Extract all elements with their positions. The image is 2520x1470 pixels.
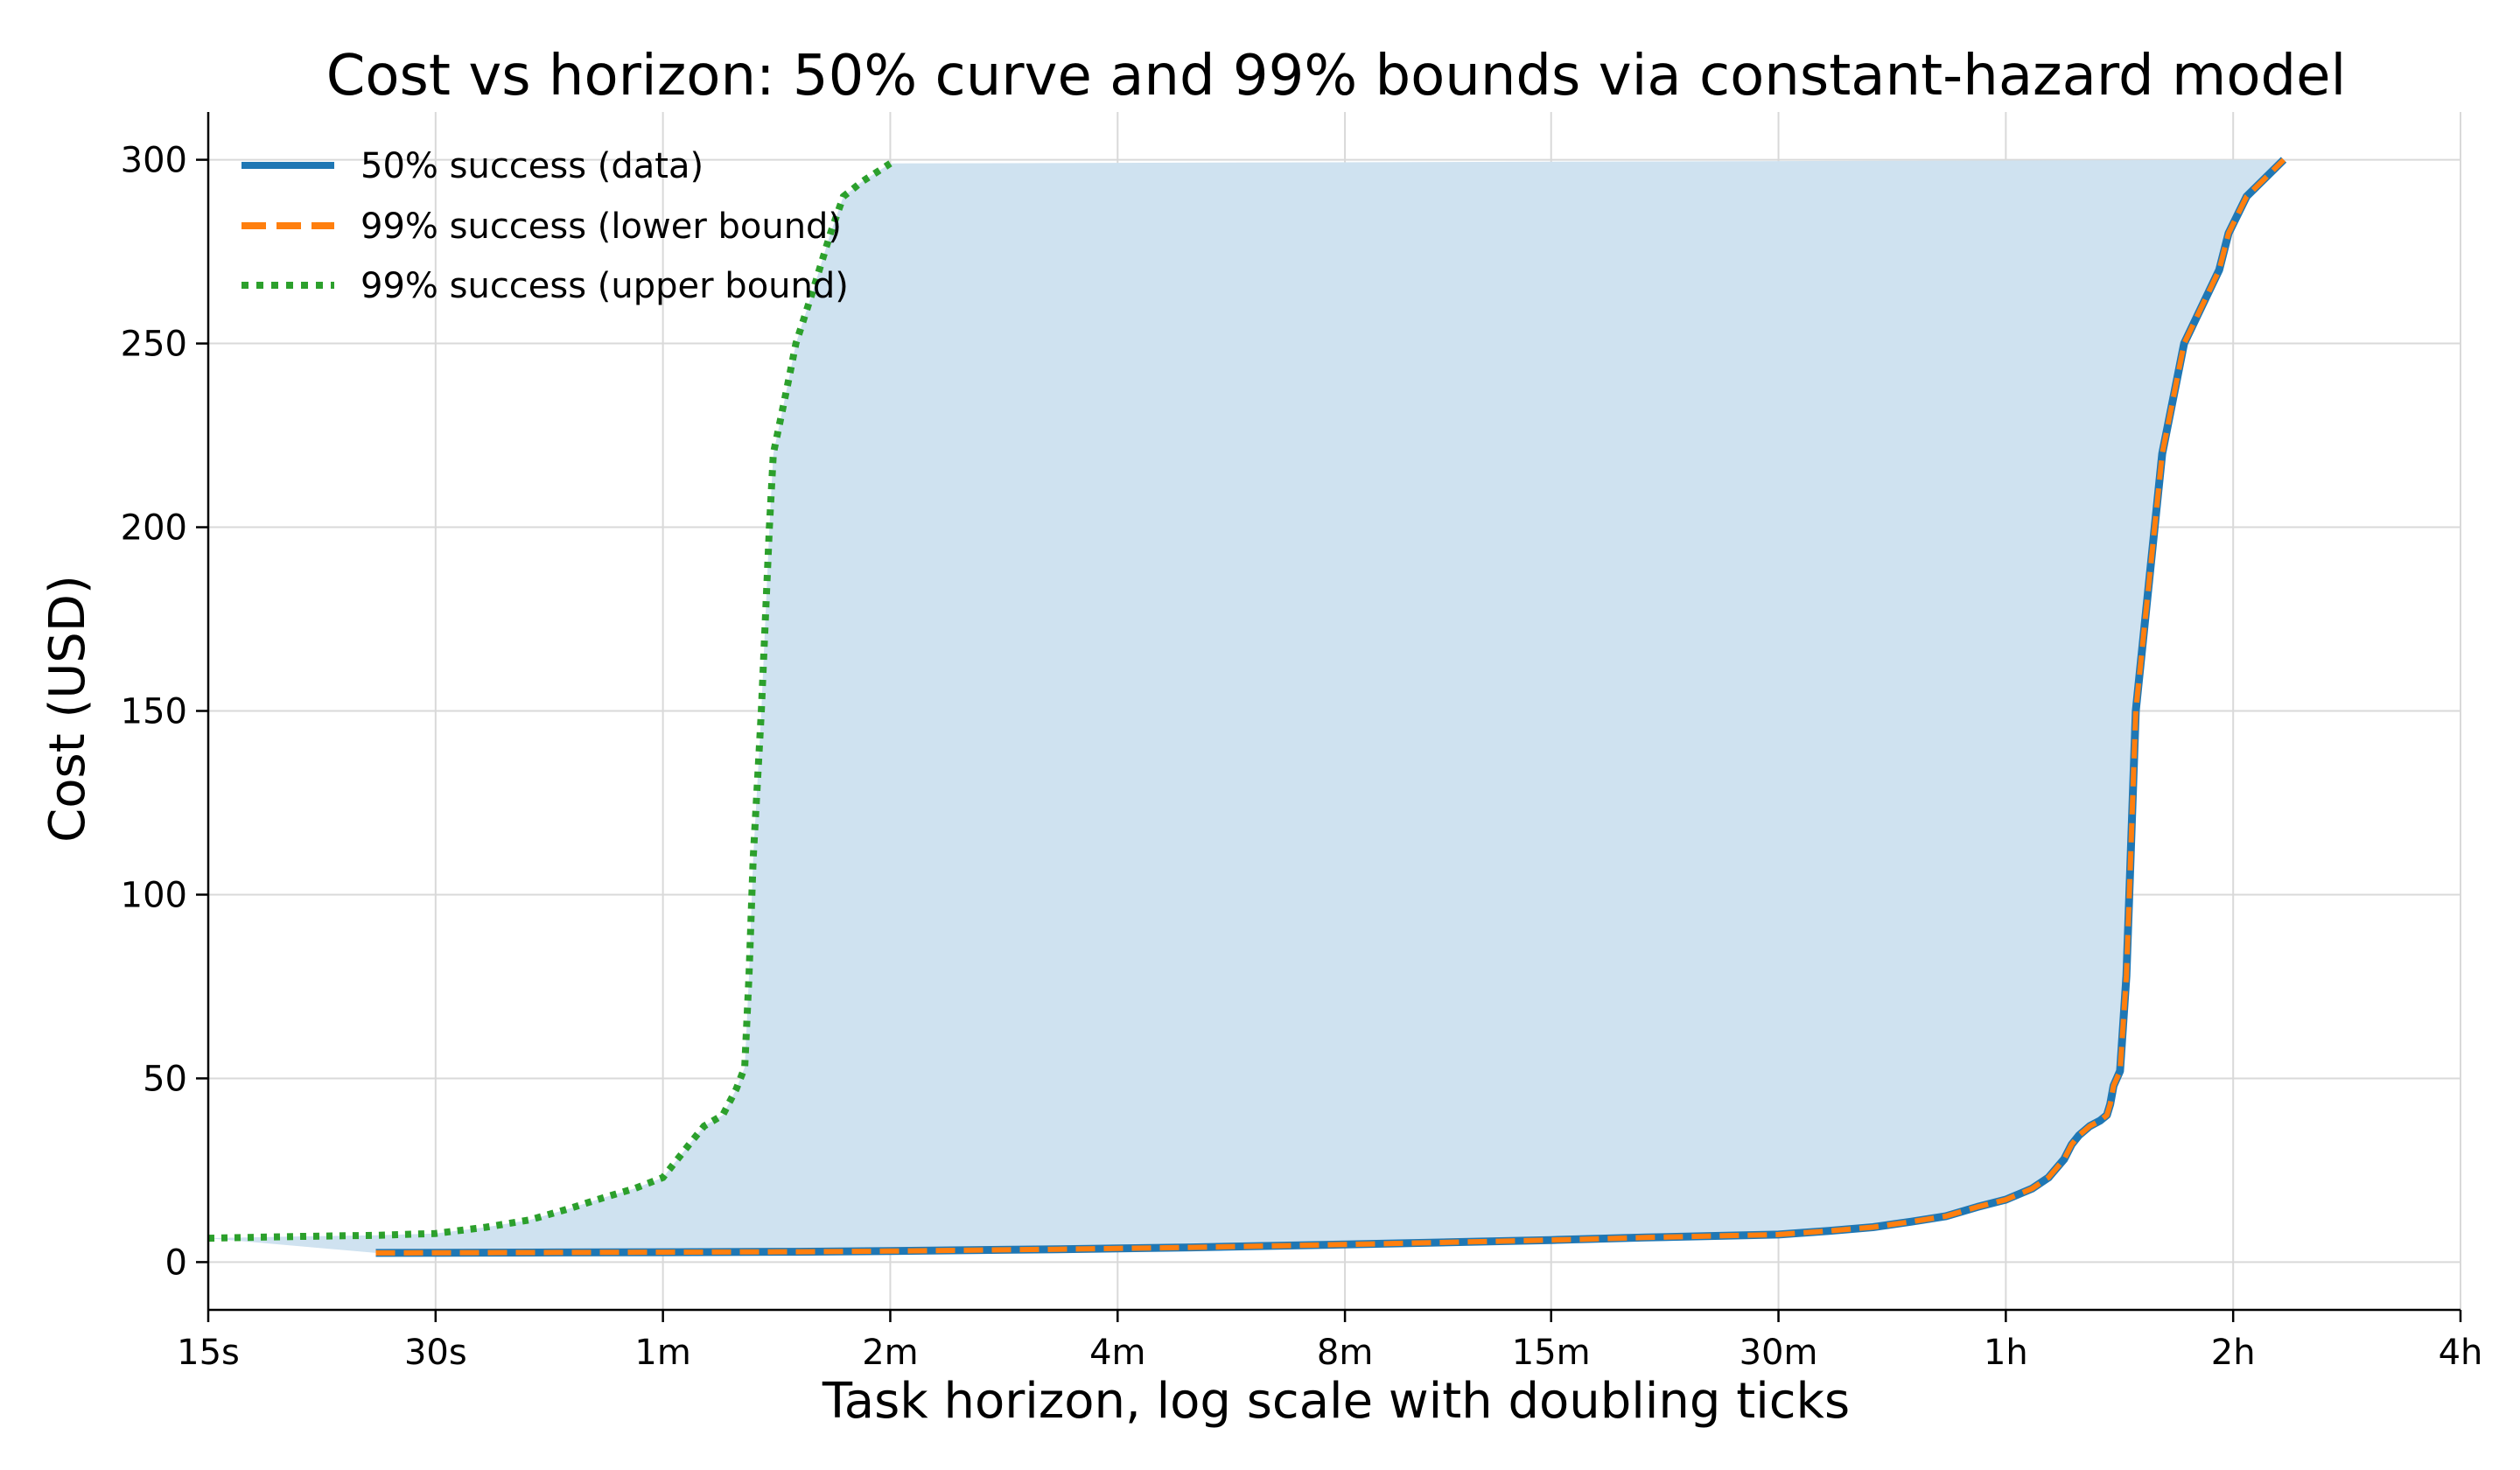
y-axis-ticks: 0 50 100 150 200 250 300 <box>121 141 208 1283</box>
series-lines <box>207 157 2287 1257</box>
x-tick-label: 1m <box>634 1333 690 1373</box>
x-tick-label: 1h <box>1984 1333 2028 1373</box>
y-tick-label: 50 <box>143 1059 187 1099</box>
x-tick-label: 8m <box>1317 1333 1373 1373</box>
y-tick-label: 300 <box>121 141 187 181</box>
confidence-band <box>208 159 2284 1253</box>
legend-label-data: 50% success (data) <box>360 146 704 186</box>
series-line-lower-bound <box>375 158 2286 1256</box>
x-tick-label: 30s <box>404 1333 467 1373</box>
x-tick-label: 4m <box>1089 1333 1145 1373</box>
x-axis-label: Task horizon, log scale with doubling ti… <box>822 1373 1850 1430</box>
x-tick-label: 2m <box>862 1333 918 1373</box>
x-tick-label: 4h <box>2439 1333 2483 1373</box>
chart-title: Cost vs horizon: 50% curve and 99% bound… <box>326 44 2347 108</box>
y-tick-label: 100 <box>121 875 187 915</box>
y-axis-label: Cost (USD) <box>39 575 96 843</box>
y-tick-label: 250 <box>121 325 187 365</box>
y-tick-label: 0 <box>165 1242 187 1283</box>
x-tick-label: 15s <box>177 1333 240 1373</box>
x-tick-label: 30m <box>1740 1333 1818 1373</box>
x-axis-ticks: 15s 30s 1m 2m 4m 8m 15m 30m 1h 2h 4h <box>177 1310 2482 1373</box>
legend-label-lower-bound: 99% success (lower bound) <box>360 206 842 247</box>
y-tick-label: 200 <box>121 508 187 549</box>
band-fill <box>208 159 2284 1253</box>
x-tick-label: 2h <box>2211 1333 2256 1373</box>
legend-label-upper-bound: 99% success (upper bound) <box>360 266 849 306</box>
x-tick-label: 15m <box>1512 1333 1591 1373</box>
legend: 50% success (data) 99% success (lower bo… <box>242 146 849 306</box>
y-tick-label: 150 <box>121 692 187 732</box>
